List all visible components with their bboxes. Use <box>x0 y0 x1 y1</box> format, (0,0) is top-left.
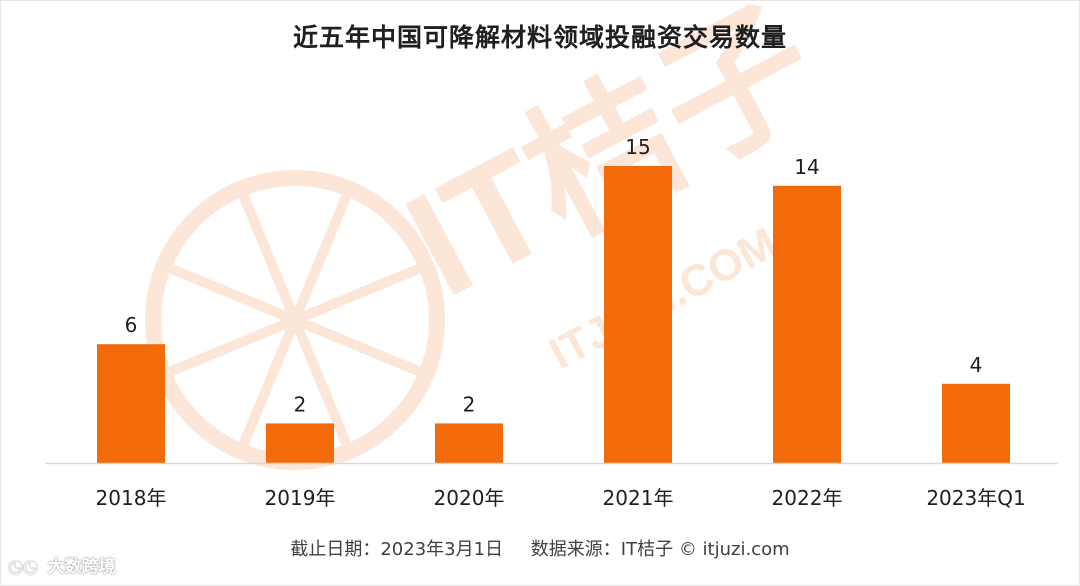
x-tick-label: 2020年 <box>434 486 505 510</box>
wechat-icon: ◔◔ <box>8 557 38 577</box>
x-tick-label: 2023年Q1 <box>926 486 1025 510</box>
chart-footer: 截止日期：2023年3月1日 数据来源：IT桔子 © itjuzi.com <box>0 535 1080 561</box>
data-source: 数据来源：IT桔子 © itjuzi.com <box>530 539 790 560</box>
watermark-spoke <box>239 194 300 322</box>
bar-2018年 <box>97 344 165 463</box>
date-note: 截止日期：2023年3月1日 <box>290 539 504 560</box>
x-tick-label: 2019年 <box>265 486 336 510</box>
x-tick-label: 2018年 <box>96 486 167 510</box>
watermark: IT桔子 ITJUZI.COM <box>145 0 843 470</box>
bar-2021年 <box>604 166 672 463</box>
data-label: 15 <box>625 135 650 159</box>
data-label: 4 <box>970 353 983 377</box>
bars <box>97 166 1010 464</box>
orange-slice-logo-icon <box>145 170 445 470</box>
data-labels: 6 2 2 15 14 4 <box>125 135 983 416</box>
chart-title: 近五年中国可降解材料领域投融资交易数量 <box>292 23 787 52</box>
x-tick-label: 2021年 <box>603 486 674 510</box>
watermark-spoke <box>290 194 351 322</box>
wechat-account-name: 大数跨境 <box>47 557 116 577</box>
watermark-spoke <box>169 315 297 376</box>
data-label: 14 <box>794 155 819 179</box>
wechat-account-overlay: ◔◔ 大数跨境 <box>8 552 116 577</box>
bar-2020年 <box>435 423 503 463</box>
bar-2022年 <box>773 185 841 464</box>
watermark-spoke <box>169 264 297 325</box>
data-label: 2 <box>294 392 307 416</box>
watermark-spoke <box>293 264 421 325</box>
watermark-spoke <box>293 315 421 376</box>
data-label: 2 <box>463 392 476 416</box>
bar-2019年 <box>266 423 334 463</box>
x-tick-labels: 2018年 2019年 2020年 2021年 2022年 2023年Q1 <box>96 486 1026 510</box>
data-label: 6 <box>125 313 138 337</box>
watermark-spoke <box>290 318 351 446</box>
x-tick-label: 2022年 <box>772 486 843 510</box>
bar-2023年Q1 <box>942 383 1010 463</box>
watermark-spoke <box>239 318 300 446</box>
